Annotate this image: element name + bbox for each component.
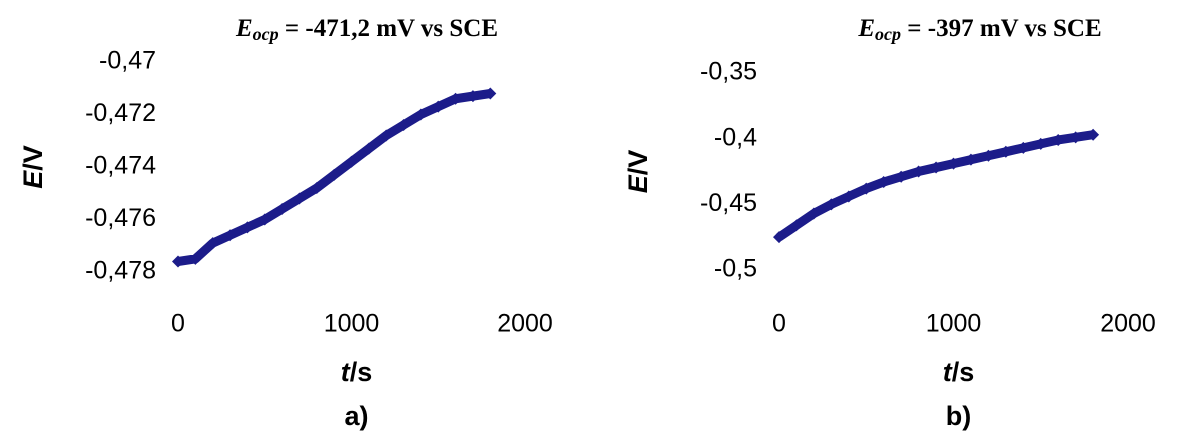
y-tick-label: -0,45 [700,189,757,217]
data-point [860,182,873,195]
title-subscript: ocp [253,24,279,44]
data-point [825,198,838,211]
title-subscript: ocp [875,24,901,44]
data-point [964,153,977,166]
y-axis-label: E/V [623,150,653,194]
x-tick-label: 1000 [324,310,380,338]
x-label-symbol: t [341,357,351,387]
data-point [189,252,202,265]
x-tick-label: 0 [171,310,185,338]
y-tick-label: -0,4 [714,123,757,151]
panel-label: b) [946,401,971,431]
y-axis-label: E/V [18,145,48,189]
data-point [999,145,1012,158]
x-tick-label: 1000 [926,310,982,338]
chart-title: Eocp = -471,2 mV vs SCE [235,15,498,44]
data-point [414,108,427,121]
title-symbol: E [235,15,253,42]
panel-label: a) [344,401,368,431]
data-point [1052,133,1065,146]
data-point [310,182,323,194]
data-point [877,176,890,189]
data-point [1034,137,1047,150]
data-point [432,100,445,113]
data-point [380,129,393,142]
x-label-symbol: t [943,357,953,387]
x-tick-label: 2000 [497,310,553,338]
data-point [449,92,462,105]
data-point [345,155,358,168]
data-point [1069,131,1082,144]
data-point [790,219,803,232]
data-point [912,165,925,178]
x-tick-label: 2000 [1100,310,1156,338]
x-axis-label: t/s [341,357,373,387]
y-label-symbol: E [18,170,48,189]
y-tick-label: -0,478 [85,257,156,285]
data-point [773,231,785,244]
y-tick-label: -0,35 [700,58,757,86]
data-point [172,255,184,268]
data-line [776,130,1094,241]
title-symbol: E [857,15,875,42]
x-axis-label: t/s [943,357,975,387]
data-point [982,149,995,162]
data-point [328,168,341,181]
data-point [1017,141,1030,154]
data-point [895,170,908,183]
title-text: = -397 mV vs SCE [901,15,1102,42]
data-point [258,213,271,226]
y-tick-label: -0,472 [85,99,156,127]
x-tick-label: 0 [772,310,786,338]
x-label-unit: /s [952,357,975,387]
data-point [947,157,960,170]
data-point [484,87,497,100]
title-text: = -471,2 mV vs SCE [279,15,498,42]
data-point [241,221,254,234]
data-point [206,237,219,250]
y-tick-label: -0,47 [99,47,156,75]
y-tick-label: -0,474 [85,152,156,180]
data-point [224,229,237,242]
data-point [276,203,289,215]
y-tick-label: -0,5 [714,255,757,283]
y-label-symbol: E [623,174,653,193]
data-point [1087,128,1100,141]
chart-title: Eocp = -397 mV vs SCE [857,15,1101,44]
data-point [807,207,820,220]
data-point [397,119,410,131]
data-point [293,192,306,205]
x-label-unit: /s [350,357,373,387]
data-point [930,161,943,174]
data-point [842,190,855,203]
y-label-unit: /V [18,145,48,171]
data-point [466,90,479,103]
data-point [362,142,375,155]
y-tick-label: -0,476 [85,204,156,232]
y-label-unit: /V [623,150,653,176]
